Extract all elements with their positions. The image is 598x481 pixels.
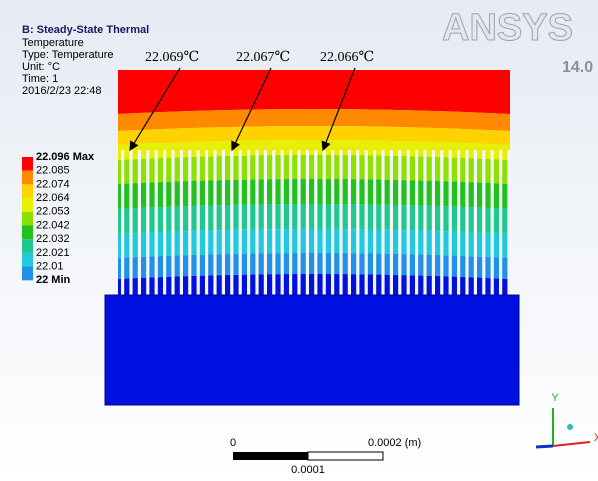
fin-gap xyxy=(138,150,141,296)
fin-gap xyxy=(474,150,477,296)
fin-gap xyxy=(449,150,452,296)
header-line: Unit: °C xyxy=(22,61,60,73)
fin-gap xyxy=(239,150,242,296)
header-line: Time: 1 xyxy=(22,73,58,85)
fin-gap xyxy=(205,150,208,296)
fin-gap xyxy=(373,150,376,296)
fin-gap xyxy=(356,150,359,296)
fin-gap xyxy=(507,150,510,296)
fin-gap xyxy=(281,150,284,296)
legend-label: 22.021 xyxy=(36,247,70,259)
triad-dot xyxy=(567,424,573,430)
legend-label: 22.085 xyxy=(36,165,70,177)
fin-gap xyxy=(499,150,502,296)
fin-gap xyxy=(289,150,292,296)
page: B: Steady-State Thermal ANSYS 14.0 22.09… xyxy=(0,0,598,481)
fin-gap xyxy=(423,150,426,296)
fin-gap xyxy=(491,150,494,296)
fin-gap xyxy=(482,150,485,296)
scale-bar-black xyxy=(233,452,308,460)
fin-gap xyxy=(390,150,393,296)
scale-start: 0 xyxy=(230,437,236,449)
model xyxy=(105,70,519,405)
fin-gap xyxy=(440,150,443,296)
annotation-label: 22.066℃ xyxy=(320,50,374,65)
fin-gap xyxy=(339,150,342,296)
header-line: Temperature xyxy=(22,37,84,49)
fin-gap xyxy=(297,150,300,296)
legend-label: 22.032 xyxy=(36,233,70,245)
fin-gap xyxy=(222,150,225,296)
legend-label: 22.042 xyxy=(36,219,70,231)
fin-gap xyxy=(247,150,250,296)
legend-swatch xyxy=(22,239,33,253)
fin-gap xyxy=(155,150,158,296)
annotation-label: 22.067℃ xyxy=(236,50,290,65)
fin-gap xyxy=(314,150,317,296)
fin-gap xyxy=(264,150,267,296)
axis-x-label: X xyxy=(594,432,598,444)
fin-gap xyxy=(146,150,149,296)
fin-gap xyxy=(407,150,410,296)
fin-gap xyxy=(323,150,326,296)
axis-z xyxy=(536,446,553,447)
fin-gap xyxy=(381,150,384,296)
fin-gap xyxy=(230,150,233,296)
legend-swatch xyxy=(22,253,33,267)
legend-swatch xyxy=(22,184,33,198)
fin-gap xyxy=(255,150,258,296)
legend-label: 22.01 xyxy=(36,261,64,273)
legend-label: 22.074 xyxy=(36,178,70,190)
annotation-label: 22.069℃ xyxy=(145,50,199,65)
fin-gap xyxy=(365,150,368,296)
fin-gap xyxy=(121,150,124,296)
scale-mid: 0.0001 xyxy=(291,464,325,476)
fin-gap xyxy=(129,150,132,296)
legend-swatch xyxy=(22,198,33,212)
fin-gap xyxy=(188,150,191,296)
fin-gap xyxy=(213,150,216,296)
fin-gap xyxy=(163,150,166,296)
fin-gap xyxy=(348,150,351,296)
legend-swatch xyxy=(22,171,33,185)
fin-gap xyxy=(457,150,460,296)
logo-version: 14.0 xyxy=(562,59,593,76)
legend-swatch xyxy=(22,267,33,281)
fin-gap xyxy=(306,150,309,296)
fin-gap xyxy=(398,150,401,296)
header-line: Type: Temperature xyxy=(22,49,114,61)
fin-gap xyxy=(331,150,334,296)
legend-swatch xyxy=(22,157,33,171)
legend-label: 22.053 xyxy=(36,206,70,218)
header-title: B: Steady-State Thermal xyxy=(22,24,149,36)
scale-bar-white xyxy=(308,452,383,460)
fin-gap xyxy=(197,150,200,296)
logo-brand: ANSYS xyxy=(442,7,573,49)
base xyxy=(105,295,519,405)
fin-gap xyxy=(272,150,275,296)
axis-y-label: Y xyxy=(551,392,559,404)
header-line: 2016/2/23 22:48 xyxy=(22,85,102,97)
fin-gap xyxy=(415,150,418,296)
fin-gap xyxy=(171,150,174,296)
legend-swatch xyxy=(22,212,33,226)
legend-swatch xyxy=(22,226,33,240)
fin-gap xyxy=(432,150,435,296)
viewport: B: Steady-State Thermal ANSYS 14.0 22.09… xyxy=(0,0,598,481)
scale-end: 0.0002 (m) xyxy=(368,437,421,449)
fin-gap xyxy=(180,150,183,296)
legend-label: 22.064 xyxy=(36,192,70,204)
fin-gap xyxy=(465,150,468,296)
legend-label: 22.096 Max xyxy=(36,151,95,163)
legend-label: 22 Min xyxy=(36,274,71,286)
